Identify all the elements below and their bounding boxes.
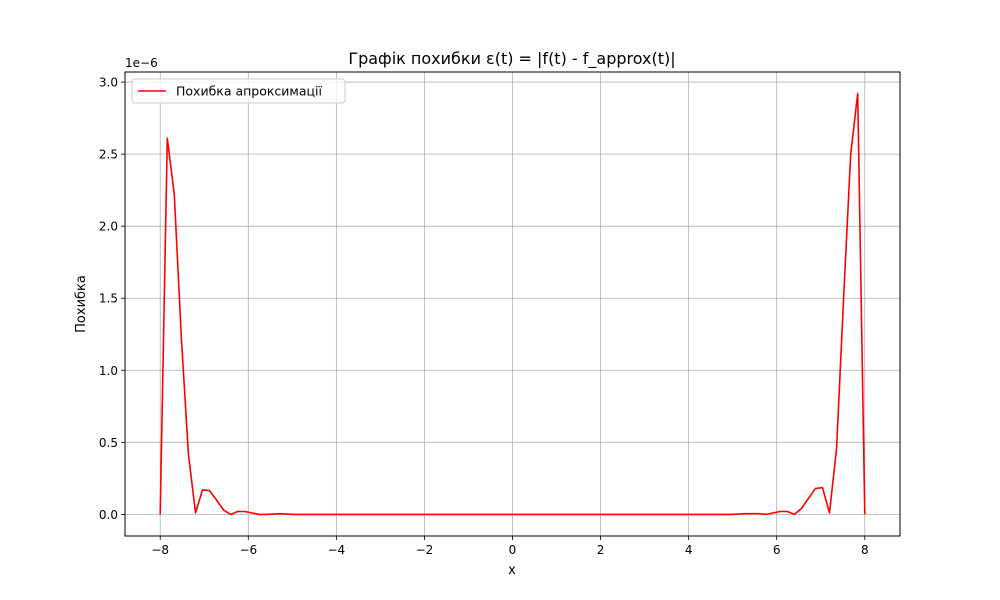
x-tick-label: 4 [685, 543, 693, 557]
chart-title: Графік похибки ε(t) = |f(t) - f_approx(t… [348, 49, 675, 69]
x-axis-ticks: −8 −6 −4 −2 0 2 4 6 8 [151, 536, 869, 557]
y-tick-label: 2.5 [99, 148, 118, 162]
x-axis-label: x [508, 563, 516, 578]
x-tick-label: 0 [509, 543, 517, 557]
x-tick-label: 8 [861, 543, 869, 557]
x-tick-label: 2 [597, 543, 605, 557]
y-tick-label: 1.0 [99, 364, 118, 378]
y-offset-label: 1e−6 [125, 56, 158, 70]
legend-box [131, 78, 346, 104]
x-tick-label: −4 [328, 543, 346, 557]
x-tick-label: −6 [239, 543, 257, 557]
y-tick-label: 0.0 [99, 508, 118, 522]
series-line-error [159, 92, 866, 516]
y-axis-ticks: 0.0 0.5 1.0 1.5 2.0 2.5 3.0 [99, 76, 125, 522]
x-tick-label: −8 [151, 543, 169, 557]
grid [125, 72, 900, 536]
y-tick-label: 1.5 [99, 292, 118, 306]
y-axis-label: Похибка [74, 275, 89, 333]
x-tick-label: −2 [416, 543, 434, 557]
y-tick-label: 2.0 [99, 220, 118, 234]
legend: Похибка апроксимації [131, 78, 346, 104]
y-tick-label: 3.0 [99, 76, 118, 90]
series-layer [159, 92, 866, 516]
legend-label: Похибка апроксимації [176, 84, 322, 99]
y-tick-label: 0.5 [99, 436, 118, 450]
x-tick-label: 6 [773, 543, 781, 557]
